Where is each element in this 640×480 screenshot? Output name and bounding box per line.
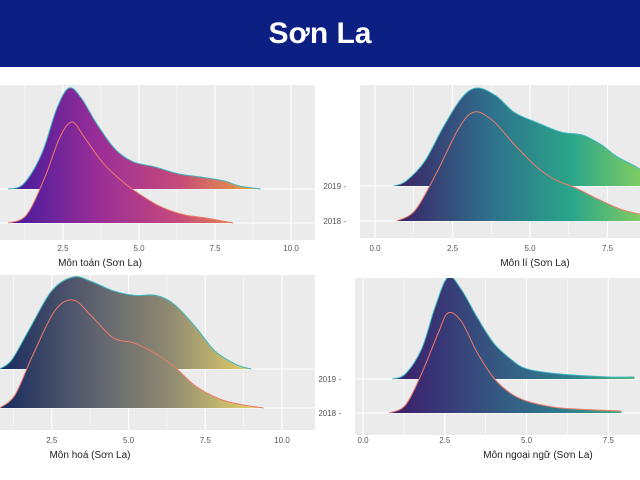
density-ridge-2018 <box>0 299 264 408</box>
density-ridge-2018 <box>8 122 234 223</box>
x-tick-label: 2.5 <box>46 436 58 445</box>
density-outline-2018 <box>8 121 234 224</box>
ridgeline-chart-4: 0.0 2.5 5.0 7.5 2019 - 2018 - Môn ngoại ngữ (S… <box>318 278 640 461</box>
ridgeline-chart-2: 0.0 2.5 5.0 7.5 2019 - 2018 - Môn lí (Sơn La) <box>323 85 640 269</box>
x-axis-label: Môn toán (Sơn La) <box>58 258 142 269</box>
x-tick-label: 7.5 <box>602 244 614 253</box>
x-tick-label: 5.0 <box>133 244 145 253</box>
x-tick-label: 2.5 <box>447 244 459 253</box>
density-outline-2018 <box>396 111 640 222</box>
x-tick-label: 5.0 <box>123 436 135 445</box>
y-tick-label: 2019 - <box>318 375 341 384</box>
y-tick-label: 2019 - <box>323 182 346 191</box>
density-ridge-2018 <box>389 312 622 413</box>
density-outline-2019 <box>8 87 261 190</box>
y-tick-label: 2018 - <box>323 217 346 226</box>
x-tick-label: 7.5 <box>603 436 615 445</box>
x-tick-label: 2.5 <box>57 244 69 253</box>
density-ridge-2018 <box>396 111 640 221</box>
x-tick-label: 7.5 <box>209 244 221 253</box>
x-axis-label: Môn hoá (Sơn La) <box>49 450 130 461</box>
x-tick-label: 7.5 <box>200 436 212 445</box>
x-tick-label: 10.0 <box>283 244 299 253</box>
x-axis-label: Môn lí (Sơn La) <box>500 258 569 269</box>
y-tick-label: 2018 - <box>318 409 341 418</box>
density-outline-2018 <box>0 299 264 409</box>
x-tick-label: 0.0 <box>369 244 381 253</box>
slide-title-bar: Sơn La <box>0 0 640 67</box>
x-tick-label: 0.0 <box>357 436 369 445</box>
x-tick-label: 2.5 <box>439 436 451 445</box>
x-tick-label: 5.0 <box>524 244 536 253</box>
x-tick-label: 5.0 <box>521 436 533 445</box>
ridgeline-chart-3: 2.5 5.0 7.5 10.0 Môn hoá (Sơn La) <box>0 275 315 461</box>
density-outline-2019 <box>392 278 635 380</box>
density-outline-2018 <box>388 311 622 414</box>
x-axis-label: Môn ngoại ngữ (Sơn La) <box>483 450 592 461</box>
density-outline-2019 <box>393 87 640 187</box>
x-tick-label: 10.0 <box>274 436 290 445</box>
ridgeline-chart-1: 2.5 5.0 7.5 10.0 Môn toán (Sơn La) <box>0 85 315 269</box>
slide-title: Sơn La <box>268 16 372 50</box>
density-outline-2019 <box>0 276 252 370</box>
